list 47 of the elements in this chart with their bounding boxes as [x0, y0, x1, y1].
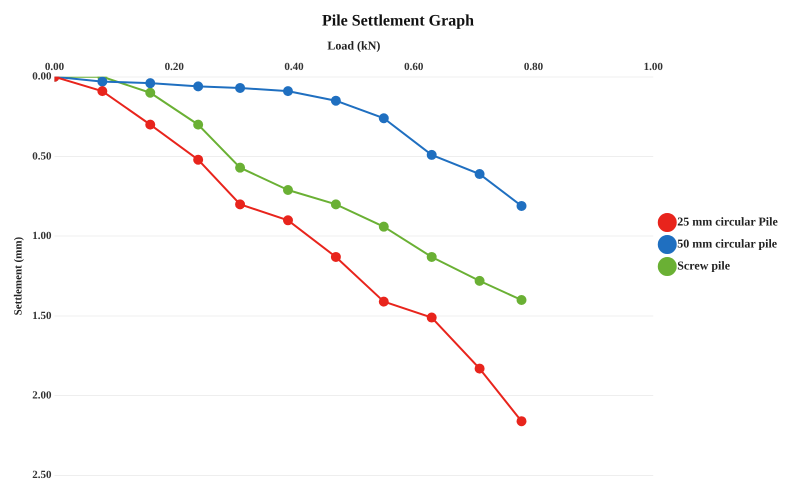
point: [378, 113, 389, 124]
point: [474, 276, 485, 286]
point: [193, 120, 204, 130]
point: [145, 88, 156, 98]
x-axis-title: Load (kN): [327, 38, 380, 52]
point: [235, 162, 246, 173]
chart-title: Pile Settlement Graph: [322, 12, 474, 30]
x-tick-label: 1.00: [644, 61, 664, 74]
point: [235, 82, 246, 93]
legend-label: Screw pile: [677, 258, 731, 273]
legend-label: 50 mm circular pile: [677, 236, 778, 251]
point: [516, 416, 527, 426]
y-tick-label: 0.00: [32, 70, 52, 83]
x-tick-label: 0.80: [524, 61, 544, 74]
point: [426, 312, 437, 323]
x-tick-label: 0.20: [164, 61, 184, 74]
point: [235, 199, 246, 210]
point: [282, 185, 293, 196]
x-tick-label: 0.40: [284, 61, 304, 74]
point: [282, 215, 293, 226]
point: [97, 76, 108, 87]
point: [145, 120, 156, 130]
y-axis-title: Settlement (mm): [12, 236, 24, 316]
point: [426, 252, 437, 262]
x-tick-label: 0.00: [44, 61, 65, 74]
y-tick-label: 1.00: [32, 230, 52, 242]
point: [330, 199, 341, 210]
y-tick-label: 1.50: [32, 310, 52, 322]
point: [516, 295, 527, 306]
point: [474, 364, 485, 374]
point: [282, 86, 293, 96]
point: [97, 86, 108, 96]
y-tick-label: 2.00: [32, 390, 52, 402]
legend-label: 25 mm circular Pile: [677, 214, 778, 229]
point: [193, 154, 204, 165]
point: [330, 252, 341, 262]
x-tick-label: 0.60: [404, 61, 424, 74]
point: [474, 169, 485, 180]
point: [516, 200, 527, 211]
point: [378, 222, 389, 232]
y-tick-label: 2.50: [32, 469, 52, 482]
y-tick-label: 0.50: [32, 150, 52, 162]
point: [330, 96, 341, 106]
point: [426, 150, 437, 160]
point: [193, 81, 204, 92]
point: [145, 78, 156, 88]
point: [378, 296, 389, 307]
